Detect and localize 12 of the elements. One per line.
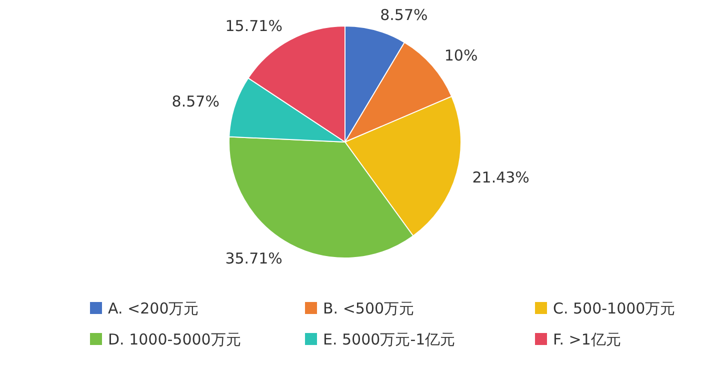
legend-label: E. 5000万元-1亿元 — [323, 330, 456, 348]
legend-label: D. 1000-5000万元 — [108, 330, 241, 348]
legend-label: F. >1亿元 — [553, 330, 621, 348]
data-label: 21.43% — [472, 168, 530, 186]
data-label: 10% — [444, 46, 478, 64]
data-label: 8.57% — [380, 6, 428, 24]
legend-label: C. 500-1000万元 — [553, 299, 676, 318]
data-label: 35.71% — [225, 249, 282, 268]
legend-label: B. <500万元 — [323, 299, 414, 318]
data-label: 8.57% — [172, 92, 220, 110]
data-label: 15.71% — [225, 17, 282, 36]
legend-label: A. <200万元 — [108, 299, 199, 318]
